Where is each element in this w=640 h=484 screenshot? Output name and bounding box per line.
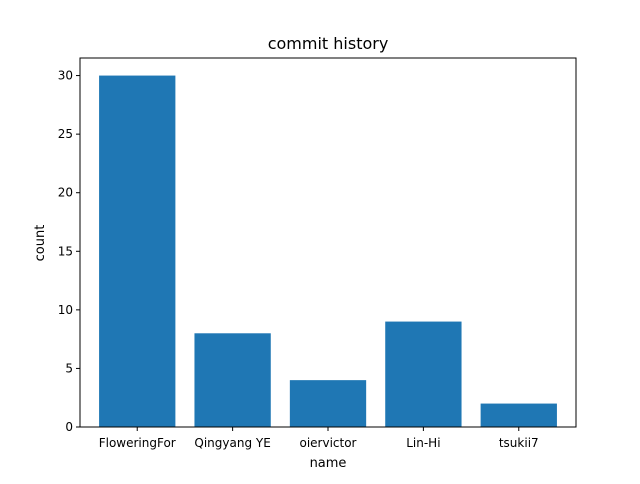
y-tick-label: 15 — [58, 244, 73, 258]
bars-layer — [99, 75, 557, 427]
chart-title: commit history — [268, 34, 389, 53]
x-tick-label: Lin-Hi — [406, 436, 440, 450]
bar-qingyang-ye — [194, 333, 271, 427]
y-tick-label: 25 — [58, 127, 73, 141]
y-tick-label: 10 — [58, 303, 73, 317]
x-axis-label: name — [310, 456, 347, 471]
bar-lin-hi — [385, 321, 462, 427]
y-axis-label: count — [33, 225, 48, 262]
y-tick-label: 0 — [65, 420, 73, 434]
x-tick-label: tsukii7 — [499, 436, 539, 450]
x-tick-label: Qingyang YE — [194, 436, 270, 450]
axes-layer: 0 5 10 15 20 25 30 FloweringFor Qingyang YE oierv… — [58, 57, 577, 450]
bar-floweringfor — [99, 75, 176, 427]
x-tick-label: oiervictor — [299, 436, 356, 450]
bar-tsukii7 — [480, 403, 557, 427]
y-tick-label: 5 — [65, 361, 73, 375]
y-tick-label: 20 — [58, 186, 73, 200]
bar-oiervictor — [289, 380, 367, 427]
x-tick-label: FloweringFor — [99, 436, 176, 450]
y-tick-label: 30 — [58, 69, 73, 83]
